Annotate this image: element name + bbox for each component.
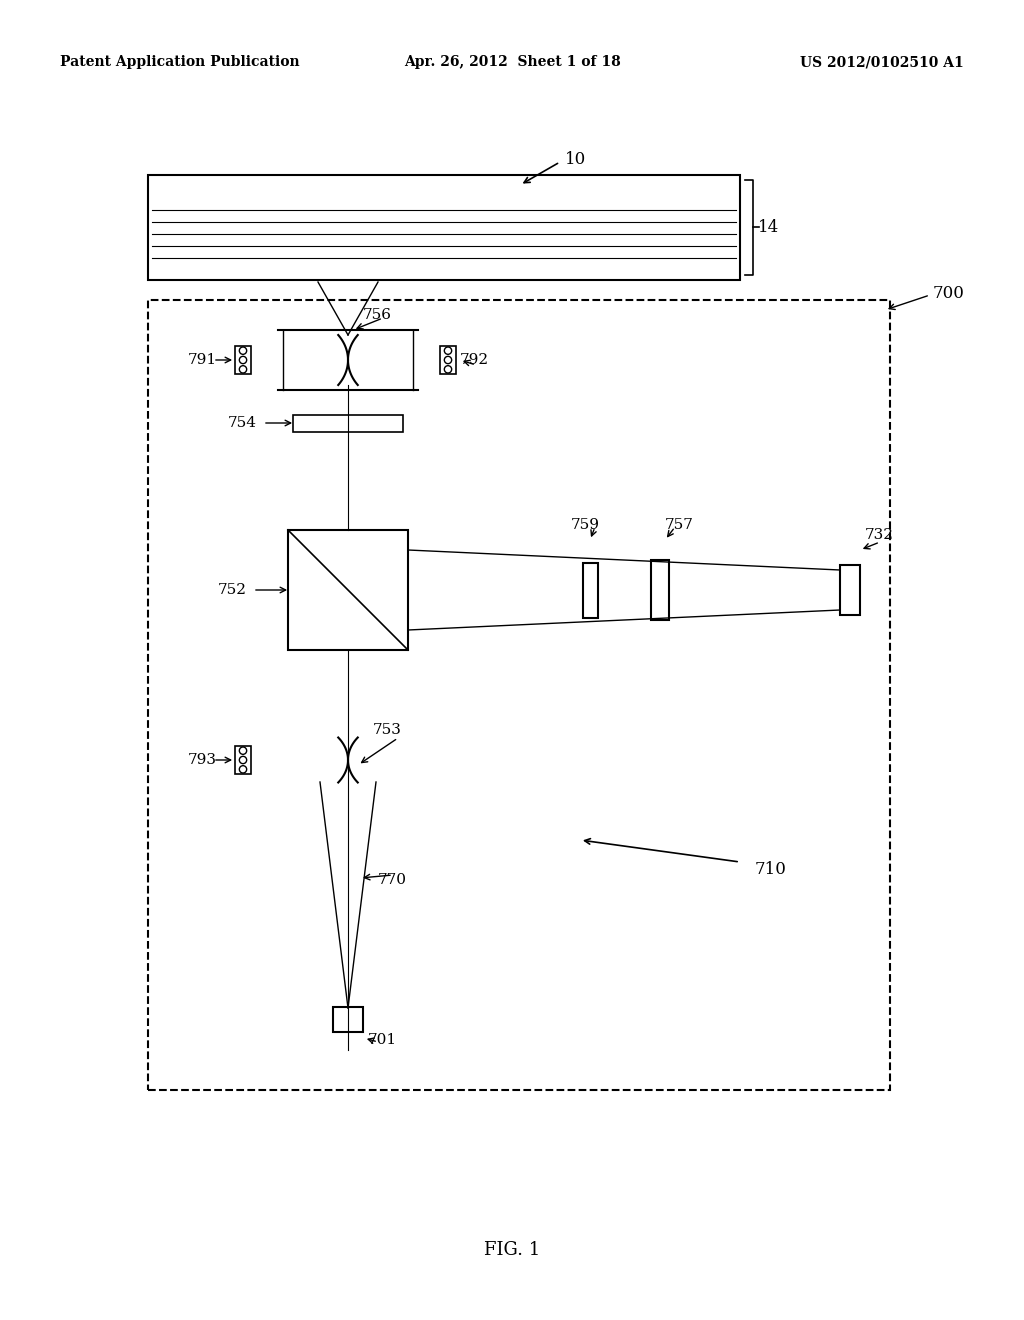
Text: 701: 701 <box>368 1034 397 1047</box>
Text: FIG. 1: FIG. 1 <box>484 1241 540 1259</box>
Bar <box>651 560 669 620</box>
Text: US 2012/0102510 A1: US 2012/0102510 A1 <box>800 55 964 69</box>
Text: Patent Application Publication: Patent Application Publication <box>60 55 300 69</box>
Bar <box>234 746 251 774</box>
Bar <box>840 565 860 615</box>
Text: 791: 791 <box>188 352 217 367</box>
Bar <box>148 176 740 280</box>
Bar <box>293 414 403 432</box>
Text: 700: 700 <box>933 285 965 301</box>
Bar <box>288 531 408 649</box>
Text: 757: 757 <box>665 517 694 532</box>
Text: 752: 752 <box>218 583 247 597</box>
Text: 793: 793 <box>188 752 217 767</box>
Text: 792: 792 <box>460 352 489 367</box>
Bar <box>148 300 890 1090</box>
Text: 753: 753 <box>373 723 401 737</box>
Text: 14: 14 <box>758 219 779 235</box>
Text: 10: 10 <box>565 152 587 169</box>
Text: 710: 710 <box>755 862 786 879</box>
Bar <box>440 346 456 374</box>
Bar <box>333 1007 362 1032</box>
Text: 732: 732 <box>865 528 894 543</box>
Bar <box>234 346 251 374</box>
Text: Apr. 26, 2012  Sheet 1 of 18: Apr. 26, 2012 Sheet 1 of 18 <box>403 55 621 69</box>
Text: 756: 756 <box>362 308 392 322</box>
Text: 759: 759 <box>570 517 599 532</box>
Bar <box>583 564 598 618</box>
Text: 770: 770 <box>378 873 407 887</box>
Text: 754: 754 <box>228 416 257 430</box>
